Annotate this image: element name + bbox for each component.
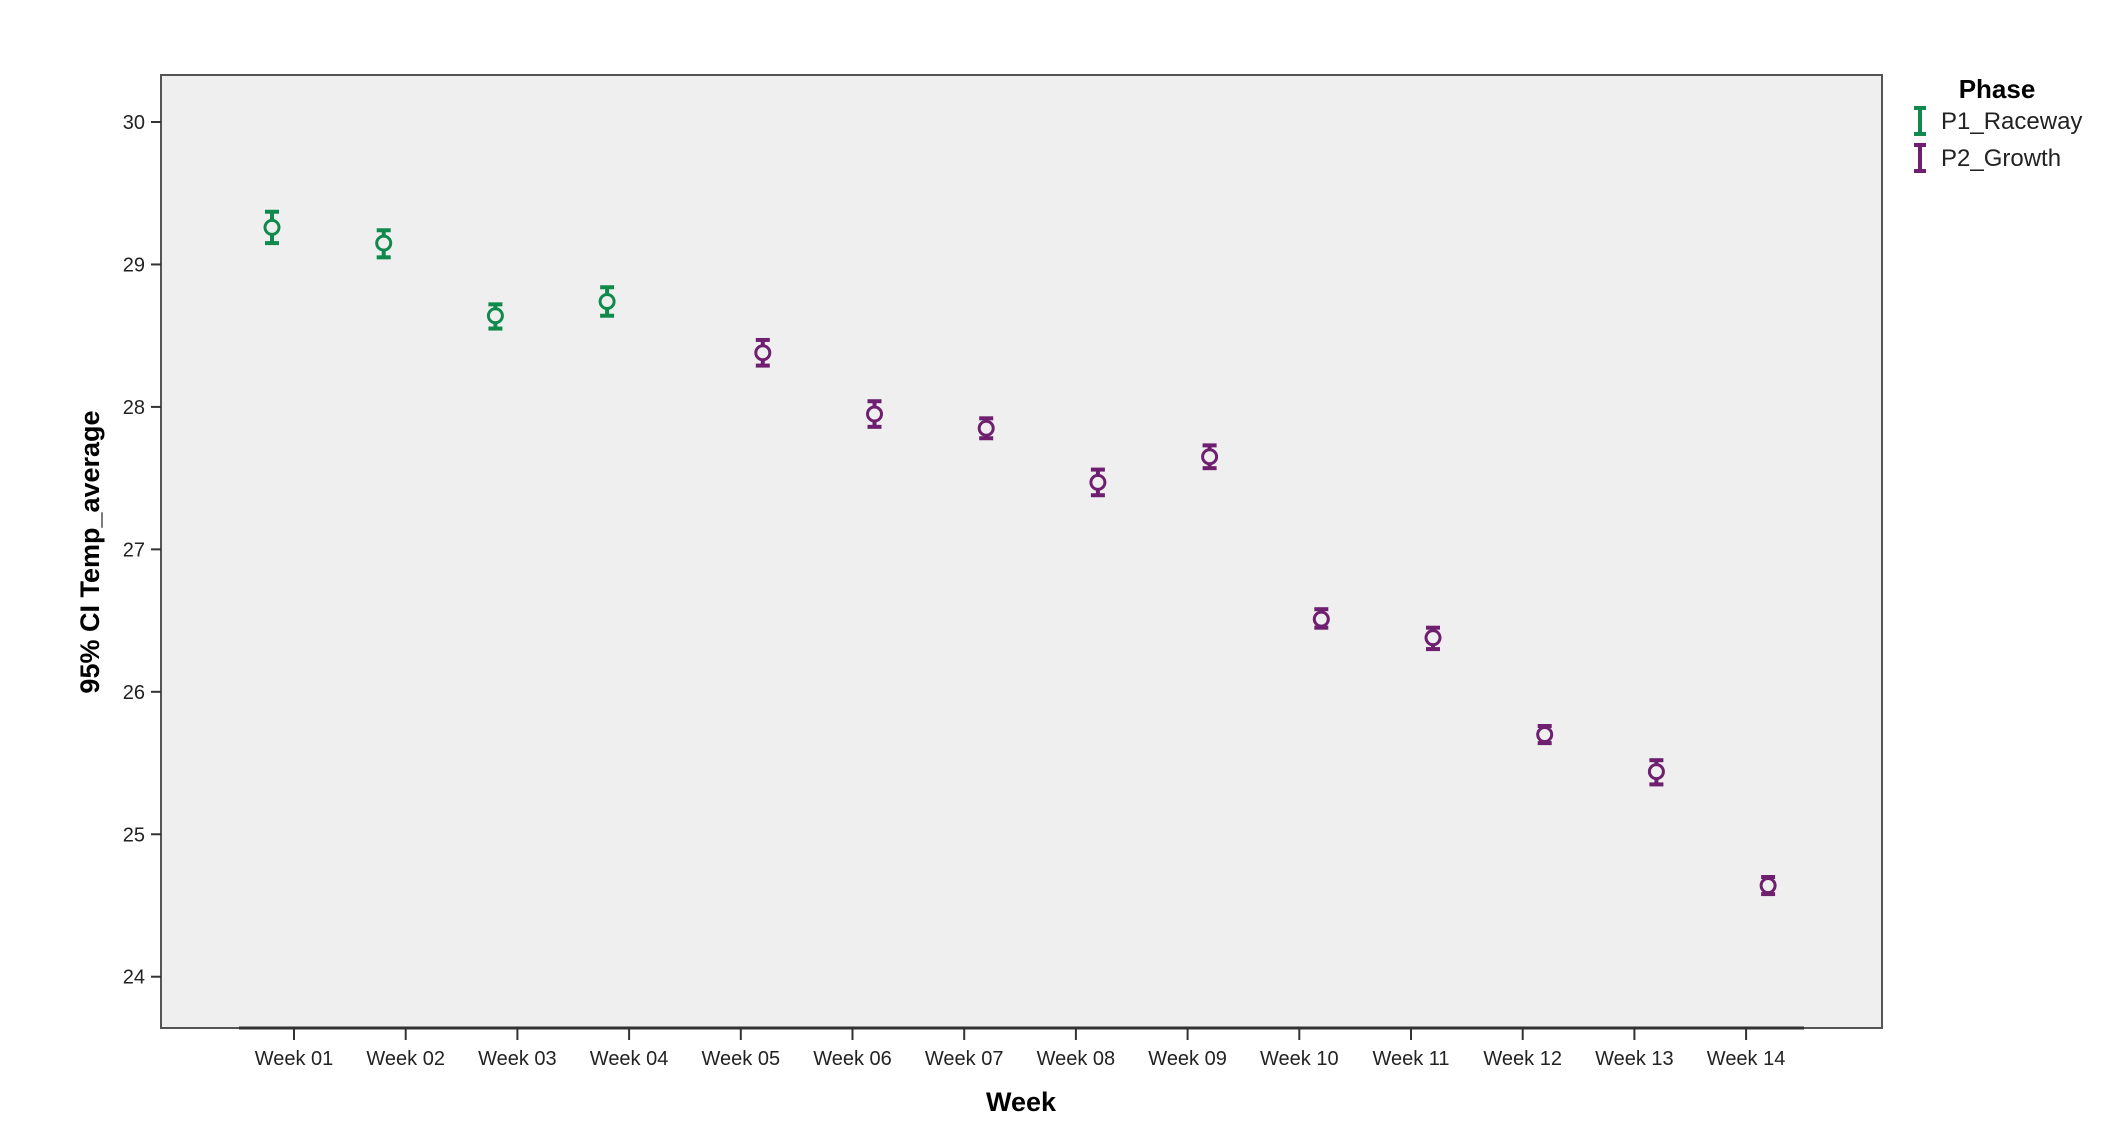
- legend-items: P1_Raceway P2_Growth: [1914, 106, 2082, 173]
- mean-marker: [754, 344, 772, 362]
- x-tick-label: Week 08: [1037, 1048, 1116, 1070]
- x-tick-label: Week 01: [255, 1048, 334, 1070]
- x-tick-label: Week 10: [1260, 1048, 1339, 1070]
- mean-marker: [1536, 726, 1554, 744]
- x-tick-label: Week 14: [1707, 1048, 1786, 1070]
- mean-marker: [1424, 629, 1442, 647]
- y-axis: 24 25 26 27 28 29 30: [123, 112, 161, 989]
- legend: Phase P1_Raceway P2_Growth: [1914, 74, 2082, 173]
- mean-marker: [1089, 473, 1107, 491]
- x-tick-label: Week 03: [478, 1048, 557, 1070]
- mean-marker: [977, 419, 995, 437]
- mean-marker: [375, 234, 393, 252]
- y-tick-label: 24: [123, 967, 145, 989]
- series-p1-raceway: [263, 209, 616, 331]
- y-tick-label: 27: [123, 539, 145, 561]
- x-axis: Week 01 Week 02 Week 03 Week 04 Week 05 Week …: [255, 1028, 1786, 1070]
- x-tick-label: Week 05: [702, 1048, 781, 1070]
- legend-title: Phase: [1959, 74, 2036, 104]
- data-marks: [263, 209, 1777, 897]
- y-axis-title: 95% CI Temp_average: [75, 410, 105, 693]
- y-tick-label: 25: [123, 824, 145, 846]
- y-tick-label: 29: [123, 254, 145, 276]
- x-tick-label: Week 13: [1595, 1048, 1674, 1070]
- mean-marker: [263, 218, 281, 236]
- mean-marker: [866, 405, 883, 423]
- y-tick-label: 28: [123, 397, 145, 419]
- x-tick-label: Week 06: [813, 1048, 892, 1070]
- mean-marker: [1201, 448, 1219, 466]
- plot-area: [160, 74, 1883, 1029]
- y-tick-label: 26: [123, 682, 145, 704]
- mean-marker: [1647, 763, 1665, 781]
- mean-marker: [1759, 877, 1777, 895]
- x-axis-title: Week: [986, 1087, 1057, 1117]
- mean-marker: [1312, 610, 1330, 628]
- x-tick-label: Week 07: [925, 1048, 1004, 1070]
- x-tick-label: Week 09: [1148, 1048, 1227, 1070]
- x-tick-label: Week 11: [1372, 1048, 1449, 1070]
- y-tick-label: 30: [123, 112, 145, 134]
- mean-marker: [598, 292, 616, 310]
- legend-label: P2_Growth: [1941, 145, 2061, 172]
- x-tick-label: Week 12: [1483, 1048, 1562, 1070]
- mean-marker: [486, 307, 504, 325]
- x-tick-label: Week 04: [590, 1048, 669, 1070]
- series-p2-growth: [754, 337, 1777, 897]
- legend-label: P1_Raceway: [1941, 108, 2082, 135]
- x-tick-label: Week 02: [366, 1048, 445, 1070]
